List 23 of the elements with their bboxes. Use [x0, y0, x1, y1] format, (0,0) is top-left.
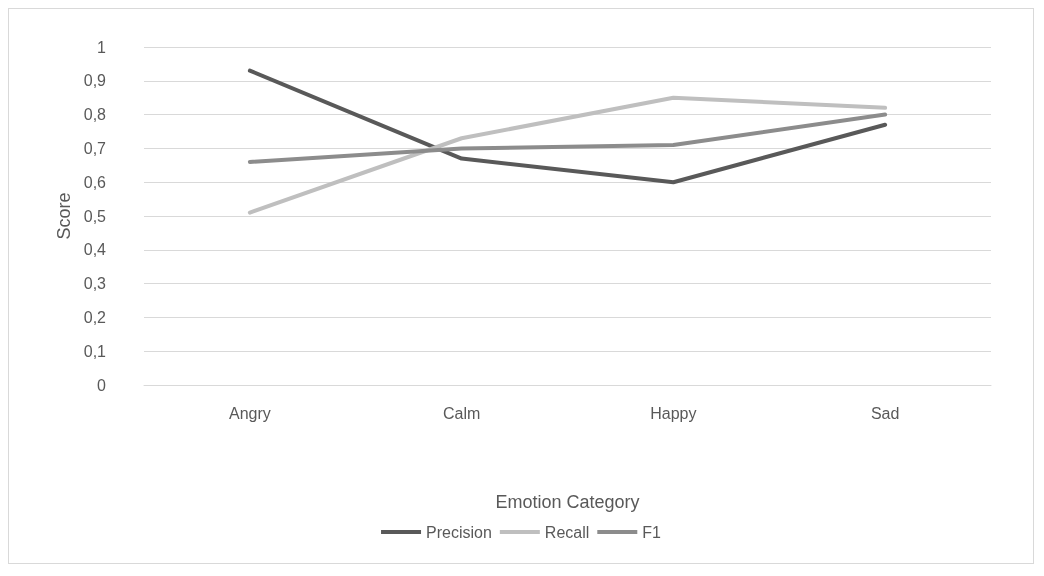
legend-label: Recall: [544, 523, 590, 541]
y-tick-label: 0,6: [83, 173, 107, 191]
legend-label: Precision: [426, 523, 492, 541]
x-axis-title: Emotion Category: [495, 492, 640, 512]
y-axis-title: Score: [53, 192, 74, 240]
x-tick-label: Angry: [228, 404, 271, 422]
x-tick-label: Calm: [442, 404, 481, 422]
x-tick-label: Happy: [650, 404, 697, 422]
y-tick-label: 0: [97, 376, 107, 394]
x-tick-label: Sad: [870, 404, 900, 422]
y-tick-label: 1: [97, 38, 107, 56]
y-tick-label: 0,7: [83, 139, 107, 157]
y-tick-label: 0,4: [83, 241, 107, 259]
y-tick-label: 0,2: [83, 308, 107, 326]
line-series: [247, 95, 888, 215]
legend-label: F1: [642, 523, 662, 541]
y-tick-label: 0,5: [83, 207, 107, 225]
y-tick-label: 0,9: [83, 72, 107, 90]
y-tick-label: 0,1: [83, 342, 107, 360]
line-series: [247, 112, 888, 164]
y-tick-label: 0,8: [83, 106, 107, 124]
y-tick-label: 0,3: [83, 275, 107, 293]
line-series: [247, 68, 888, 185]
